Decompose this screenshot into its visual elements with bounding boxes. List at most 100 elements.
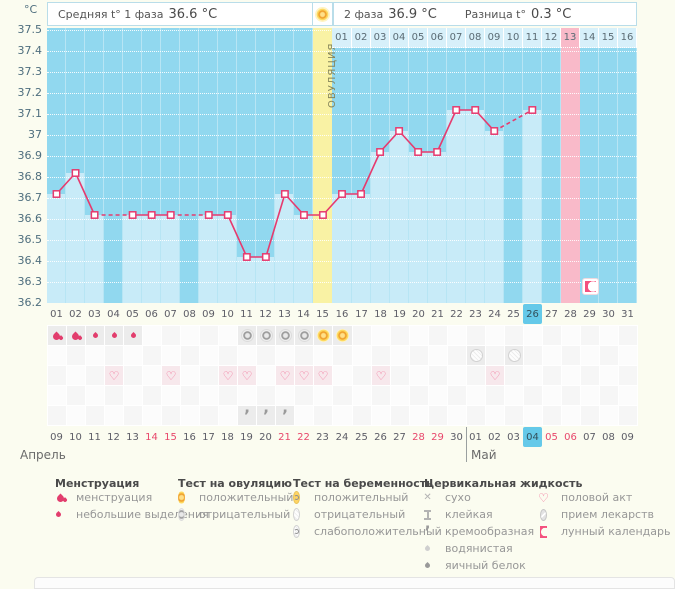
event-cell[interactable] <box>256 345 276 366</box>
event-cell[interactable] <box>409 345 429 366</box>
chart-day-column[interactable] <box>142 28 161 303</box>
event-cell[interactable] <box>47 365 67 386</box>
chart-day-column[interactable] <box>47 28 66 303</box>
cycle-day-cell[interactable]: 05 <box>126 308 139 320</box>
chart-day-column[interactable] <box>447 28 466 303</box>
event-cell[interactable] <box>85 325 105 346</box>
event-cell[interactable] <box>428 345 448 366</box>
event-cell[interactable] <box>485 345 505 366</box>
cycle-day-cell[interactable]: 20 <box>412 308 425 320</box>
event-cell[interactable] <box>580 405 600 426</box>
temperature-chart[interactable]: ОВУЛЯЦИЯ 01 02 03 04 05 06 07 08 09 10 11 12 13 14 15 16 <box>47 28 637 303</box>
event-cell[interactable] <box>218 405 238 426</box>
event-cell[interactable] <box>466 345 486 366</box>
chart-day-column[interactable] <box>390 28 409 303</box>
event-cell[interactable] <box>199 325 219 346</box>
event-cell[interactable]: ♡ <box>218 365 238 386</box>
cycle-day-cell[interactable]: 21 <box>431 308 444 320</box>
event-cell[interactable] <box>66 325 86 346</box>
cycle-day-cell[interactable]: 24 <box>488 308 501 320</box>
event-cell[interactable] <box>561 405 581 426</box>
cycle-day-cell[interactable]: 12 <box>259 308 272 320</box>
event-cell[interactable] <box>352 365 372 386</box>
event-cell[interactable]: ♡ <box>485 365 505 386</box>
event-cell[interactable] <box>256 325 276 346</box>
date-cell[interactable]: 03 <box>507 431 520 443</box>
event-cell[interactable] <box>466 365 486 386</box>
event-cell[interactable] <box>161 385 181 406</box>
chart-day-column[interactable] <box>294 28 313 303</box>
cycle-day-cell[interactable]: 04 <box>107 308 120 320</box>
date-cell[interactable]: 22 <box>297 431 310 443</box>
event-cell[interactable] <box>47 405 67 426</box>
event-cell[interactable] <box>428 405 448 426</box>
chart-day-column[interactable] <box>66 28 85 303</box>
event-cell[interactable] <box>409 385 429 406</box>
cycle-day-cell[interactable]: 10 <box>221 308 234 320</box>
cycle-day-cell[interactable]: 26 <box>523 304 542 324</box>
event-cell[interactable]: ♡ <box>275 365 295 386</box>
event-cell[interactable] <box>123 365 143 386</box>
event-cell[interactable]: ♡ <box>313 365 333 386</box>
event-cell[interactable] <box>275 325 295 346</box>
event-cell[interactable]: ’ <box>275 405 295 426</box>
date-cell[interactable]: 30 <box>450 431 463 443</box>
event-cell[interactable] <box>409 365 429 386</box>
event-cell[interactable] <box>123 405 143 426</box>
date-cell[interactable]: 09 <box>621 431 634 443</box>
date-cell[interactable]: 02 <box>488 431 501 443</box>
event-cell[interactable] <box>504 345 524 366</box>
event-cell[interactable] <box>47 325 67 346</box>
event-cell[interactable]: ’ <box>237 405 257 426</box>
cycle-day-cell[interactable]: 07 <box>164 308 177 320</box>
chart-day-column[interactable] <box>428 28 447 303</box>
event-cell[interactable] <box>542 385 562 406</box>
date-cell[interactable]: 28 <box>412 431 425 443</box>
event-cell[interactable] <box>104 345 124 366</box>
event-cell[interactable] <box>352 405 372 426</box>
chart-day-column[interactable] <box>123 28 142 303</box>
event-cell[interactable] <box>142 385 162 406</box>
event-cell[interactable] <box>580 365 600 386</box>
chart-day-column[interactable] <box>599 28 618 303</box>
event-cell[interactable] <box>390 365 410 386</box>
event-cell[interactable] <box>66 365 86 386</box>
event-cell[interactable] <box>599 345 619 366</box>
event-cell[interactable] <box>485 405 505 426</box>
date-cell[interactable]: 14 <box>145 431 158 443</box>
event-cell[interactable] <box>485 385 505 406</box>
event-cell[interactable] <box>504 385 524 406</box>
event-cell[interactable] <box>390 345 410 366</box>
chart-day-column[interactable] <box>218 28 237 303</box>
event-cell[interactable]: ♡ <box>294 365 314 386</box>
event-cell[interactable] <box>199 405 219 426</box>
cycle-day-cell[interactable]: 11 <box>240 308 253 320</box>
chart-day-column[interactable] <box>523 28 542 303</box>
event-cell[interactable] <box>256 365 276 386</box>
event-cell[interactable] <box>352 345 372 366</box>
event-cell[interactable] <box>85 365 105 386</box>
date-cell[interactable]: 18 <box>221 431 234 443</box>
date-cell[interactable]: 12 <box>107 431 120 443</box>
date-cell[interactable]: 11 <box>88 431 101 443</box>
date-cell[interactable]: 19 <box>240 431 253 443</box>
cycle-day-cell[interactable]: 02 <box>69 308 82 320</box>
cycle-day-cell[interactable]: 22 <box>450 308 463 320</box>
event-cell[interactable]: ♡ <box>104 365 124 386</box>
event-cell[interactable] <box>313 345 333 366</box>
cycle-day-cell[interactable]: 27 <box>545 308 558 320</box>
event-cell[interactable] <box>85 345 105 366</box>
cycle-day-cell[interactable]: 01 <box>50 308 63 320</box>
date-cell[interactable]: 24 <box>335 431 349 443</box>
event-cell[interactable] <box>332 365 353 386</box>
event-cell[interactable] <box>47 345 67 366</box>
event-cell[interactable] <box>123 385 143 406</box>
event-cell[interactable] <box>180 405 200 426</box>
event-cell[interactable] <box>180 325 200 346</box>
event-cell[interactable] <box>580 345 600 366</box>
cycle-day-cell[interactable]: 30 <box>602 308 615 320</box>
chart-day-column[interactable] <box>466 28 485 303</box>
cycle-day-cell[interactable]: 17 <box>355 308 368 320</box>
date-cell[interactable]: 04 <box>523 427 542 447</box>
event-cell[interactable] <box>523 385 543 406</box>
